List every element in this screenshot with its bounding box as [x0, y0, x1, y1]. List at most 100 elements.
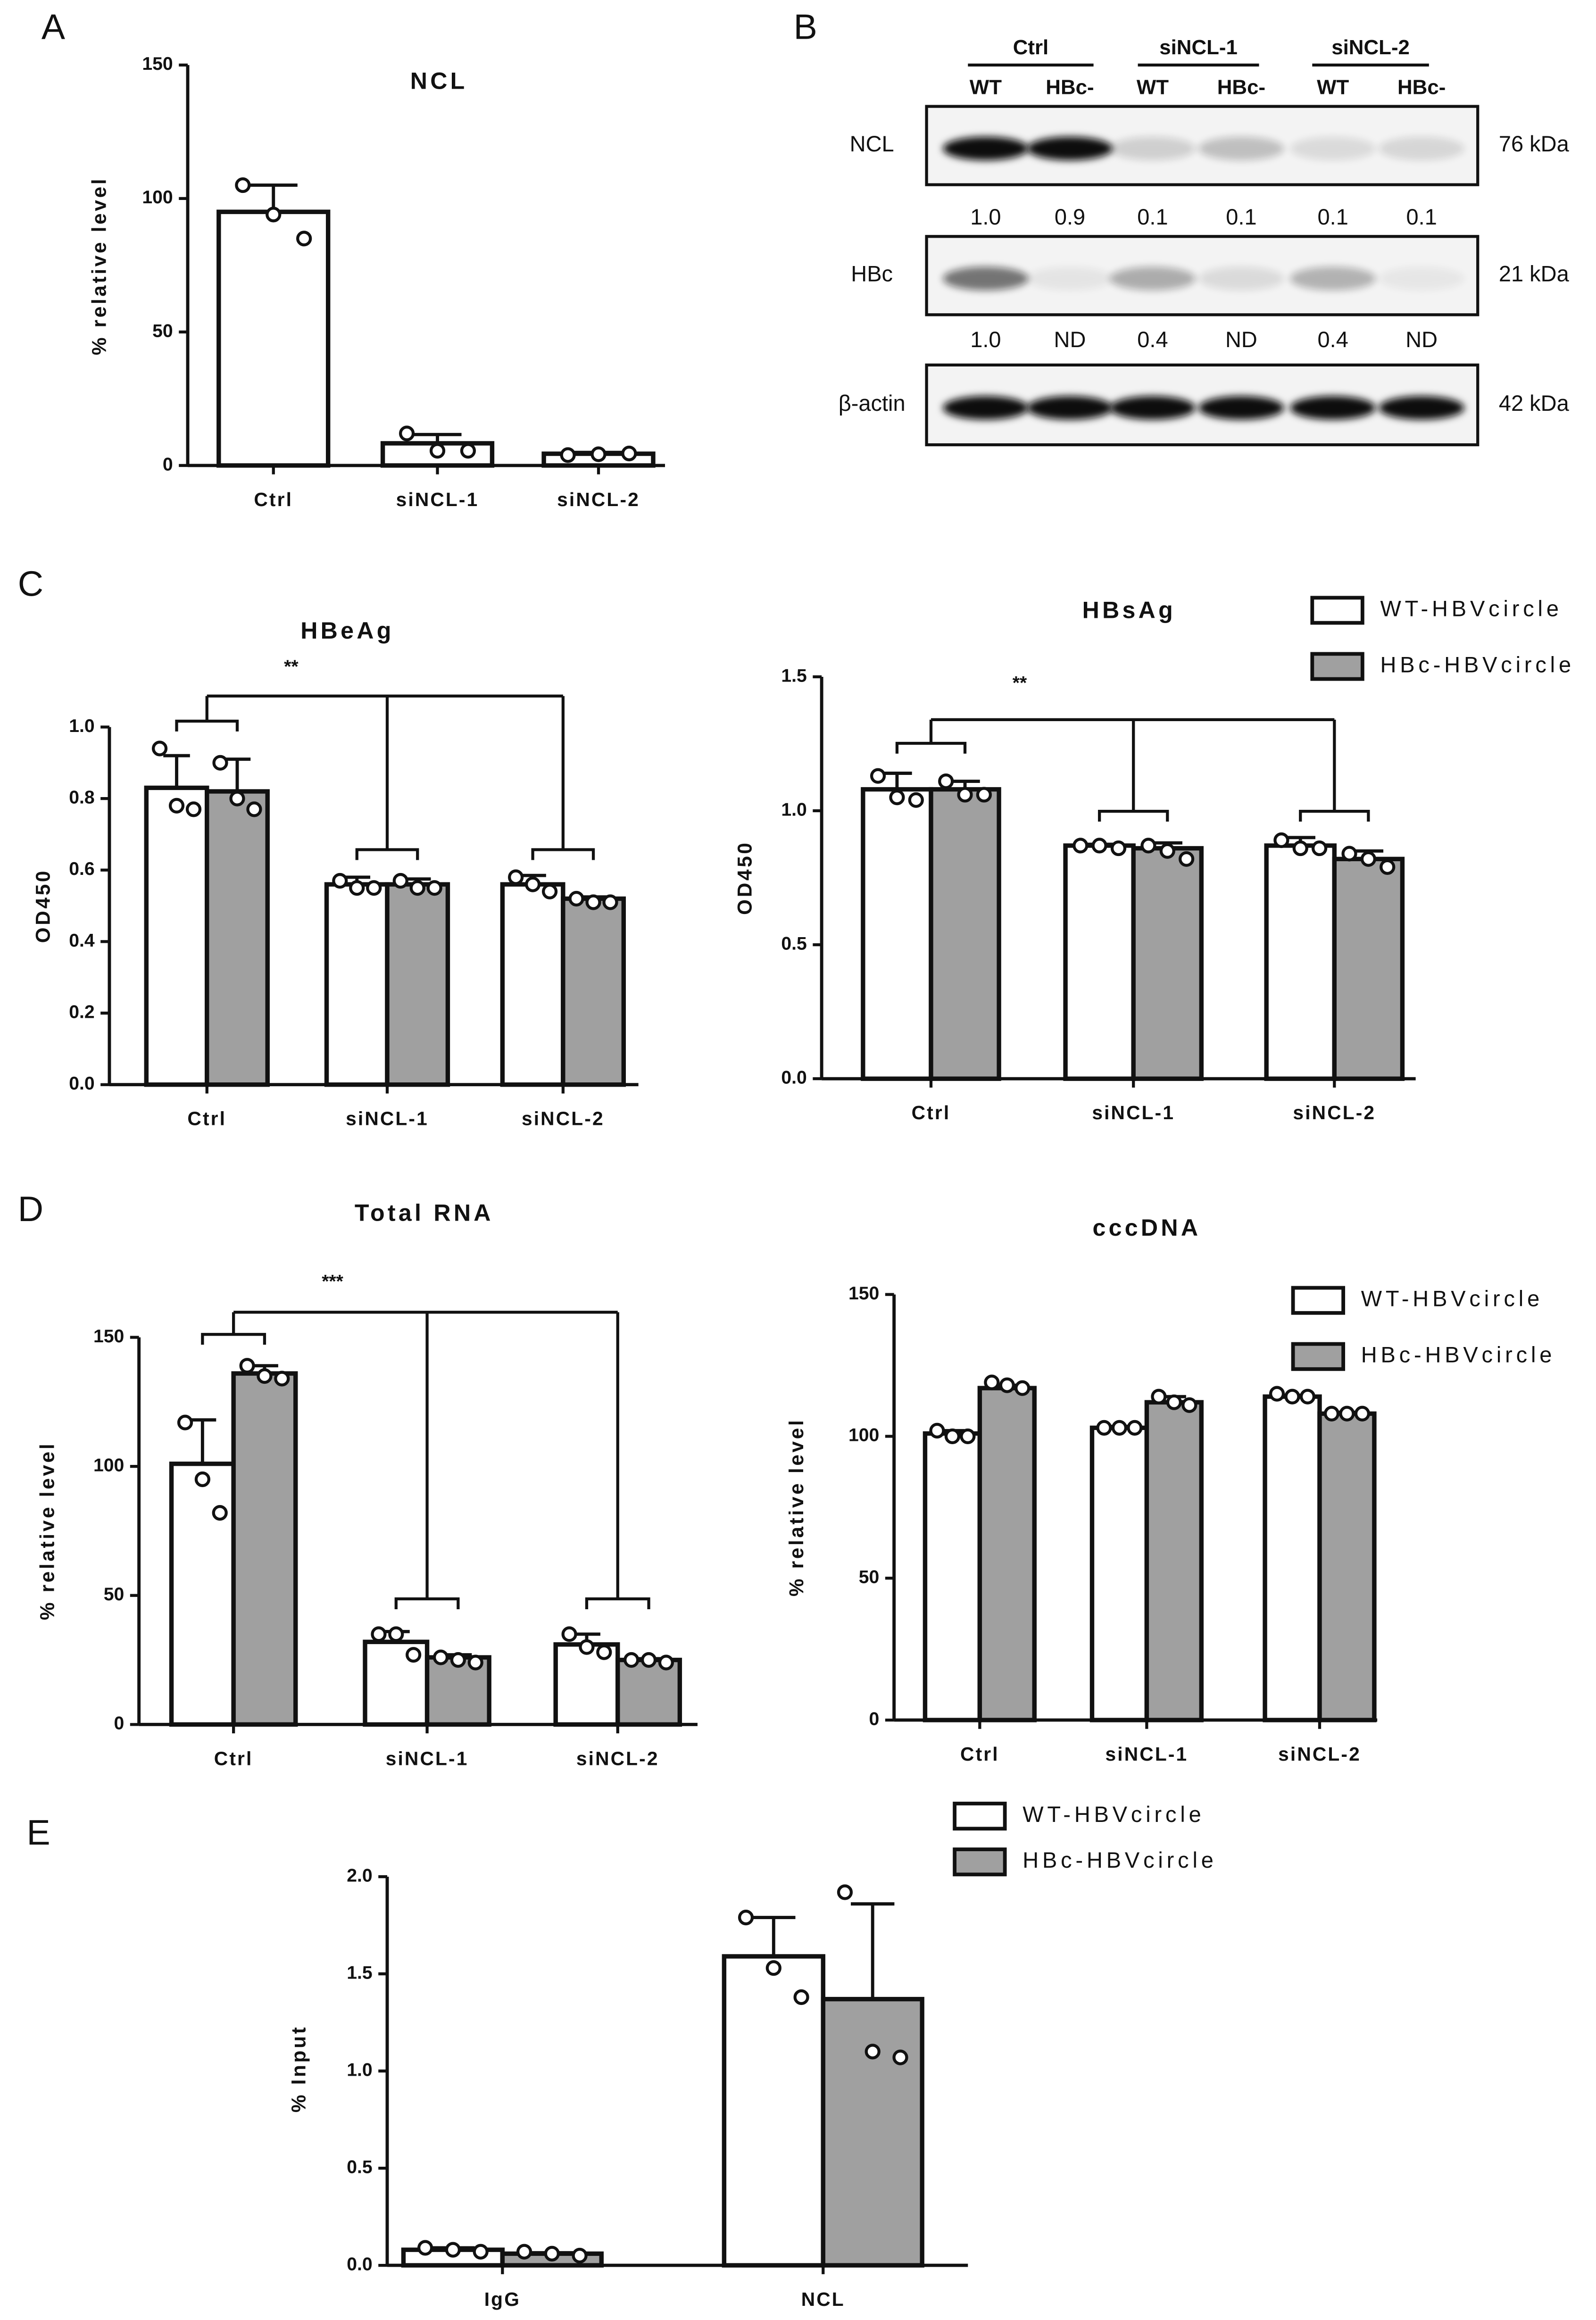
legend-label: HBc-HBVcircle: [1380, 652, 1574, 677]
y-axis-label: OD450: [734, 840, 756, 915]
quantification: 0.1: [1406, 204, 1437, 229]
data-point: [388, 1626, 404, 1642]
blot-band: [1027, 396, 1113, 420]
y-tick-label: 100: [93, 1455, 124, 1475]
blot-band: [1110, 396, 1196, 420]
data-point: [1380, 859, 1396, 875]
data-point: [541, 883, 558, 899]
size-label: 21 kDa: [1499, 261, 1570, 286]
bar: [1317, 1411, 1377, 1722]
bar: [205, 789, 270, 1087]
lane-label: HBc-: [1046, 76, 1094, 99]
x-tick-label: siNCL-2: [576, 1747, 659, 1769]
y-tick-label: 0.0: [69, 1073, 94, 1094]
blot-band: [1198, 136, 1284, 160]
data-point: [332, 873, 348, 889]
x-tick-label: siNCL-1: [396, 489, 479, 510]
legend-label: HBc-HBVcircle: [1022, 1847, 1217, 1872]
data-point: [544, 2245, 560, 2262]
data-point: [229, 790, 245, 807]
group-label: siNCL-1: [1159, 36, 1238, 59]
data-point: [1312, 840, 1328, 856]
data-point: [929, 1422, 945, 1439]
data-point: [235, 177, 251, 193]
x-tick-label: siNCL-1: [1092, 1102, 1175, 1123]
size-label: 76 kDa: [1499, 131, 1570, 156]
y-tick-label: 2.0: [347, 1865, 372, 1886]
y-tick-label: 1.0: [347, 2060, 372, 2080]
chart-title: HBsAg: [1082, 597, 1176, 623]
bar: [169, 1461, 236, 1727]
data-point: [560, 447, 576, 463]
bracket: [1098, 809, 1169, 822]
y-axis-label: % relative level: [36, 1442, 58, 1620]
data-point: [1140, 838, 1156, 854]
y-tick-label: 100: [142, 187, 173, 208]
data-point: [1096, 1420, 1112, 1436]
x-tick-label: IgG: [484, 2288, 521, 2310]
bar: [1332, 856, 1405, 1081]
quantification: 0.1: [1226, 204, 1256, 229]
data-point: [590, 446, 607, 462]
x-tick-label: siNCL-2: [1293, 1102, 1376, 1123]
quantification: ND: [1405, 327, 1438, 352]
group-label: siNCL-2: [1331, 36, 1410, 59]
y-axis-label: % Input: [287, 2025, 309, 2113]
bar: [144, 785, 209, 1087]
x-tick-label: NCL: [801, 2288, 845, 2310]
bracket: [175, 719, 239, 732]
blot-band: [1379, 266, 1465, 291]
error-bar: [851, 1902, 895, 1999]
bracket: [201, 1333, 266, 1345]
data-point: [658, 1655, 674, 1671]
data-point: [621, 445, 637, 462]
lane-label: WT: [970, 76, 1002, 99]
data-point: [177, 1414, 193, 1430]
data-point: [596, 1644, 612, 1660]
bracket: [394, 1597, 460, 1609]
data-point: [1273, 832, 1289, 848]
bar: [861, 787, 933, 1081]
legend-label: WT-HBVcircle: [1022, 1802, 1205, 1827]
x-tick-label: Ctrl: [214, 1747, 253, 1769]
y-tick-label: 0.5: [347, 2157, 372, 2177]
y-axis-label: % relative level: [88, 177, 110, 355]
legend-swatch: [1291, 1342, 1346, 1371]
data-point: [568, 890, 584, 907]
bar: [216, 209, 331, 468]
data-point: [999, 1377, 1015, 1393]
data-point: [561, 1626, 577, 1642]
data-point: [516, 2244, 532, 2260]
data-point: [908, 792, 924, 808]
y-tick-label: 50: [859, 1567, 880, 1588]
y-tick-label: 50: [152, 321, 173, 341]
blot-band: [1198, 396, 1284, 420]
quantification: 0.1: [1137, 204, 1168, 229]
y-tick-label: 1.0: [781, 799, 806, 820]
data-point: [366, 880, 382, 896]
data-point: [765, 1960, 781, 1976]
blot-band: [1290, 396, 1376, 420]
data-point: [1111, 1420, 1128, 1436]
error-bar: [224, 757, 251, 791]
blot-band: [943, 396, 1029, 420]
data-point: [976, 787, 992, 803]
data-point: [399, 425, 415, 441]
data-point: [864, 2044, 881, 2060]
blot-band: [1110, 136, 1196, 160]
data-point: [417, 2240, 433, 2256]
data-point: [1292, 840, 1308, 856]
legend-swatch: [953, 1802, 1007, 1831]
significance: ***: [322, 1272, 343, 1292]
error-bar: [882, 772, 912, 790]
data-point: [1179, 851, 1195, 867]
data-point: [432, 1649, 449, 1665]
x-tick-label: siNCL-1: [1106, 1743, 1189, 1765]
data-point: [793, 1989, 809, 2005]
data-point: [467, 1655, 483, 1671]
quantification: 1.0: [970, 204, 1001, 229]
chart-title: cccDNA: [1093, 1214, 1201, 1241]
quantification: ND: [1225, 327, 1257, 352]
